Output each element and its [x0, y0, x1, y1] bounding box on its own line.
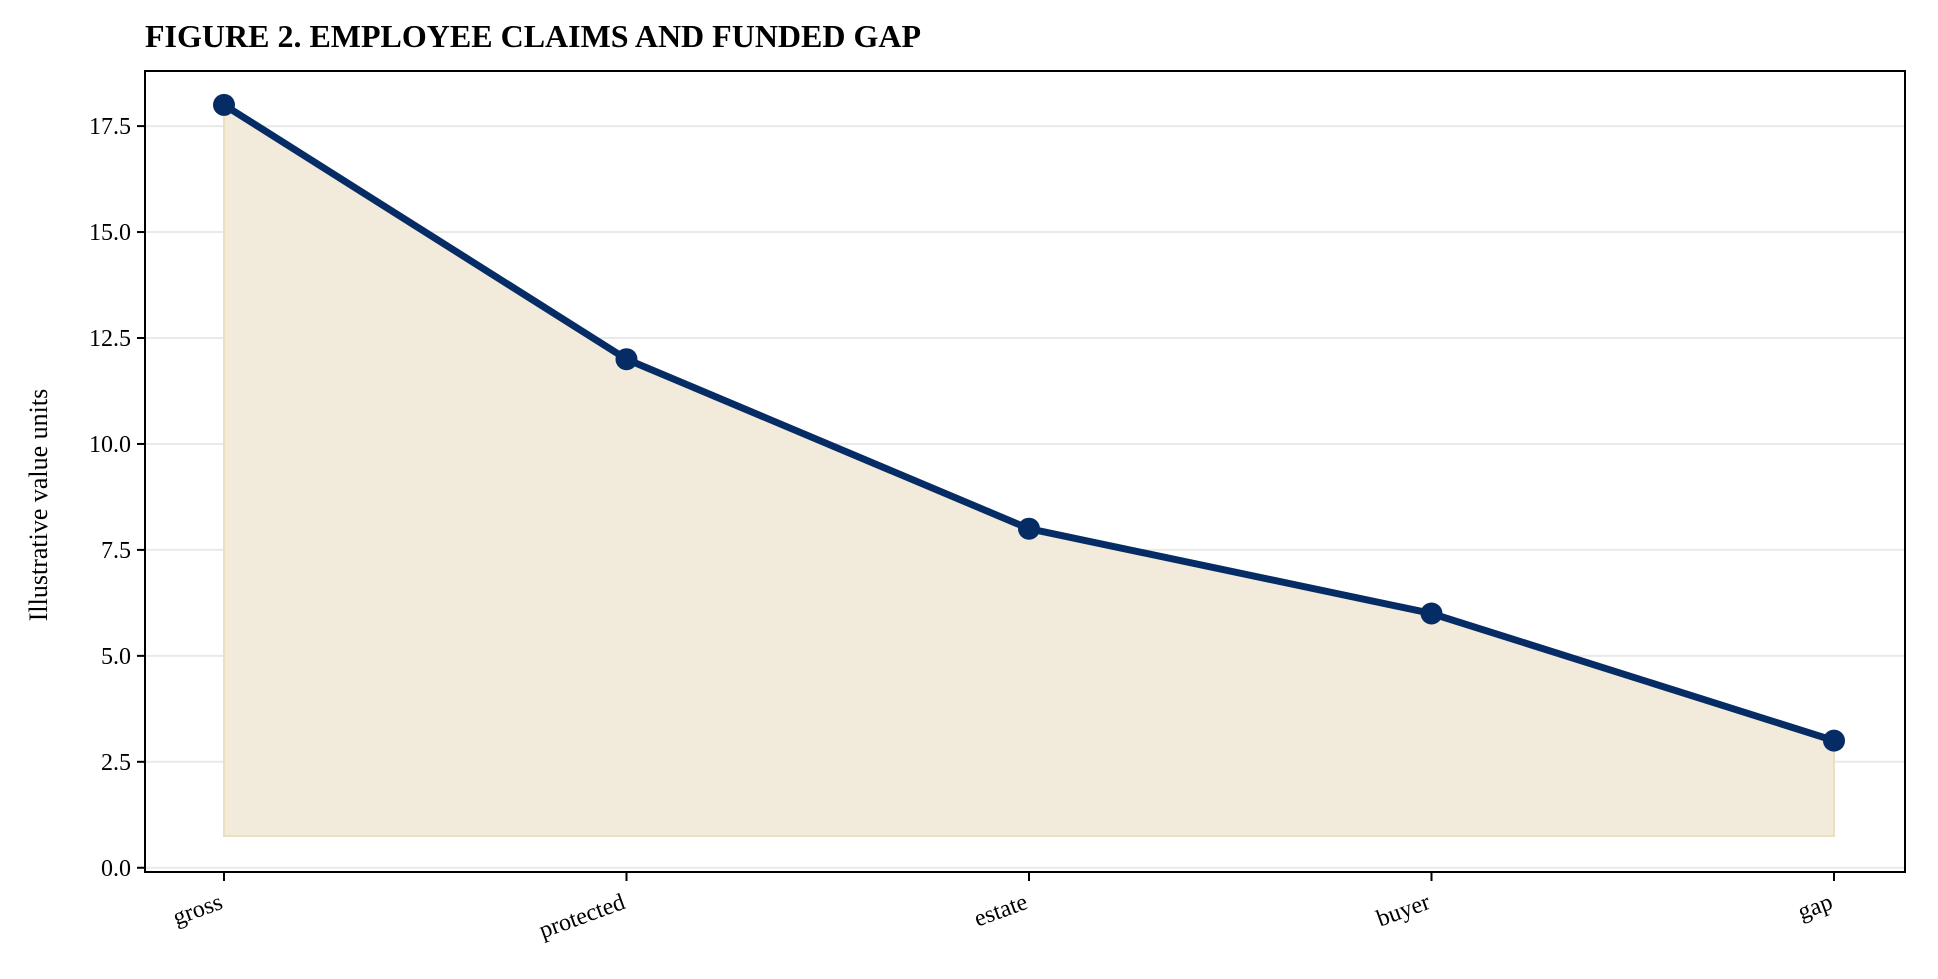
y-tick-label: 10.0 [89, 432, 131, 458]
x-tick-label: gap [1795, 889, 1836, 925]
x-tick-label: buyer [1373, 889, 1433, 932]
y-axis: 0.0 2.5 5.0 7.5 10.0 12.5 15.0 17.5 [89, 114, 145, 882]
x-axis: gross protected estate buyer gap [170, 872, 1836, 944]
data-point [1823, 729, 1845, 752]
chart-title: FIGURE 2. EMPLOYEE CLAIMS AND FUNDED GAP [145, 18, 921, 54]
data-point [1018, 517, 1040, 540]
y-tick-label: 5.0 [101, 644, 131, 670]
y-tick-label: 12.5 [89, 326, 131, 352]
data-point [615, 348, 638, 371]
y-tick-label: 17.5 [89, 114, 131, 140]
y-tick-label: 2.5 [101, 750, 131, 776]
x-tick-label: estate [971, 889, 1031, 932]
y-axis-label: Illustrative value units [24, 389, 53, 622]
plot-frame [144, 70, 1906, 873]
y-tick-label: 15.0 [89, 220, 131, 246]
area-layer [223, 103, 1835, 837]
y-tick-label: 7.5 [101, 538, 131, 564]
y-tick-label: 0.0 [101, 856, 131, 882]
x-tick-label: gross [170, 889, 227, 931]
data-point [1420, 602, 1443, 625]
point-layer [213, 93, 1845, 752]
data-point [213, 93, 235, 116]
series-area [223, 103, 1835, 837]
x-tick-label: protected [536, 889, 629, 944]
